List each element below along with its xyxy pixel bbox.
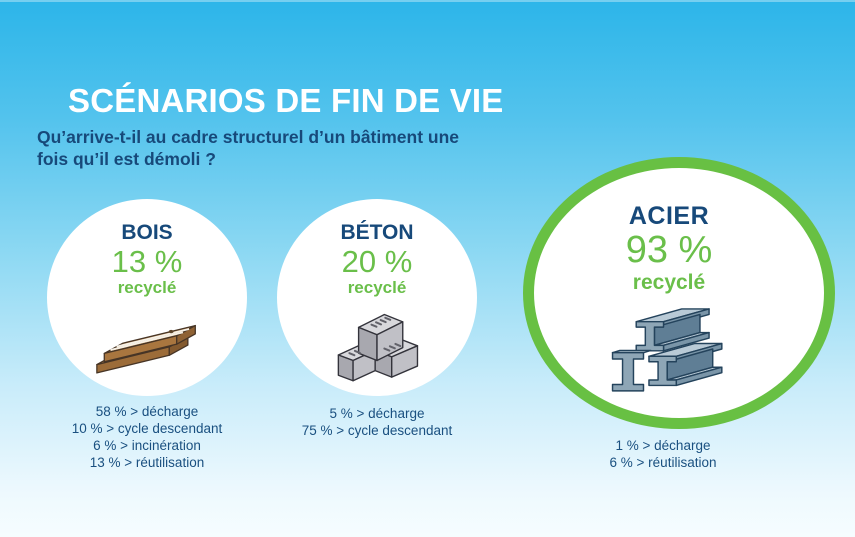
steel-beams-icon <box>611 308 723 392</box>
breakdown-line: 58 % > décharge <box>95 404 199 419</box>
breakdown-bois: 58 % > décharge 10 % > cycle descendant … <box>37 403 257 471</box>
page-subtitle-line1: Qu’arrive-t-il au cadre structurel d’un … <box>37 127 460 147</box>
material-name-acier: ACIER <box>628 202 710 230</box>
material-card-beton: BÉTON 20 % recyclé <box>277 199 477 396</box>
material-name-beton: BÉTON <box>340 221 414 244</box>
page-title: SCÉNARIOS DE FIN DE VIE <box>68 82 504 119</box>
breakdown-line: 1 % > décharge <box>615 438 711 453</box>
page-subtitle-line2: fois qu’il est démoli ? <box>37 149 216 169</box>
breakdown-beton: 5 % > décharge 75 % > cycle descendant <box>267 405 487 439</box>
breakdown-line: 10 % > cycle descendant <box>71 421 223 436</box>
breakdown-line: 5 % > décharge <box>329 406 425 421</box>
material-percent-beton: 20 % <box>341 244 413 279</box>
material-percent-bois: 13 % <box>111 244 183 279</box>
wood-planks-icon <box>96 324 196 374</box>
material-percent-acier: 93 % <box>625 229 713 271</box>
material-recycled-label-beton: recyclé <box>347 278 407 297</box>
material-card-bois: BOIS 13 % recyclé <box>47 199 247 396</box>
material-recycled-label-acier: recyclé <box>632 271 706 294</box>
breakdown-acier: 1 % > décharge 6 % > réutilisation <box>553 437 773 471</box>
material-card-acier: ACIER 93 % recyclé <box>523 157 835 429</box>
breakdown-line: 13 % > réutilisation <box>89 455 205 470</box>
material-name-bois: BOIS <box>121 221 173 244</box>
breakdown-line: 6 % > incinération <box>93 438 201 453</box>
page-subtitle: Qu’arrive-t-il au cadre structurel d’un … <box>37 126 459 170</box>
material-recycled-label-bois: recyclé <box>117 278 177 297</box>
concrete-blocks-icon <box>337 313 419 382</box>
breakdown-line: 6 % > réutilisation <box>609 455 717 470</box>
breakdown-line: 75 % > cycle descendant <box>301 423 453 438</box>
